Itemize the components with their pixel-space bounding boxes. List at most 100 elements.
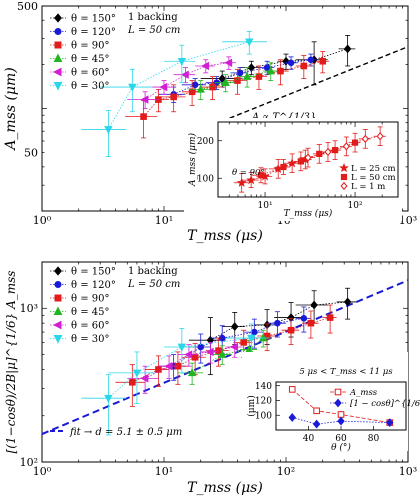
- top-data-point: [307, 56, 315, 64]
- bottom-data-point: [215, 347, 222, 354]
- top-y-axis-label: A_mss (μm): [3, 67, 19, 152]
- top-inset-data-point: [257, 172, 265, 179]
- top-data-point: [104, 126, 113, 135]
- bottom-inset-x-tick-label: 80: [368, 434, 380, 444]
- top-legend-label: θ = 45°: [71, 54, 109, 65]
- top-data-point: [196, 84, 205, 93]
- bottom-data-point: [129, 378, 136, 386]
- top-inset-series: [299, 126, 386, 168]
- bottom-inset-series-line: [292, 417, 390, 425]
- top-inset-x-tick-label: 10¹: [258, 201, 273, 211]
- top-reference-line: [221, 46, 409, 122]
- top-series: [200, 35, 356, 88]
- bottom-y-axis-label: [(1−cosθ)/2B|μ]^{1/6} A_mss: [4, 271, 18, 454]
- bottom-inset-y-label: (μm): [246, 395, 257, 416]
- bottom-panel: 10⁰ 10¹ 10² 10³ 10² 10³ θ = 150° θ = 120° θ = 90…: [4, 261, 420, 496]
- bottom-legend-marker: [53, 306, 63, 315]
- bottom-data-point: [132, 369, 142, 378]
- bottom-legend-label: θ = 120°: [71, 280, 116, 291]
- top-inset-data-point: [304, 153, 312, 162]
- bottom-data-point: [164, 362, 173, 371]
- bottom-legend-label: θ = 150°: [71, 267, 116, 278]
- top-inset-y-tick-label: 100: [197, 174, 214, 184]
- top-legend-label: θ = 60°: [71, 68, 109, 79]
- top-inset-legend-label: L = 25 cm: [351, 164, 396, 174]
- bottom-data-point: [191, 353, 199, 361]
- bottom-inset-data-point: [337, 411, 345, 418]
- bottom-inset-data-point: [386, 418, 394, 428]
- top-inset-legend-marker: [340, 181, 348, 191]
- bottom-series: [81, 323, 269, 436]
- top-series: [127, 56, 237, 109]
- bottom-inset-data-point: [337, 416, 345, 426]
- top-x-tick-label: 10⁰: [33, 214, 52, 227]
- top-inset-data-point: [297, 158, 304, 165]
- top-inset-x-tick-label: 10²: [348, 201, 363, 211]
- top-data-point: [224, 58, 233, 67]
- bottom-series-line: [108, 337, 252, 399]
- top-inset-legend-label: L = 1 m: [351, 182, 385, 192]
- top-data-point: [277, 67, 284, 75]
- top-legend-header: 1 backing: [128, 12, 178, 23]
- bottom-data-point: [187, 368, 197, 377]
- top-inset: 10¹ 10² 100 200 θ = 90° T_mss (μs) A_mss (μm) L…: [184, 118, 402, 221]
- bottom-data-point: [300, 315, 308, 322]
- bottom-legend-header: L = 50 cm: [127, 279, 180, 290]
- top-data-point: [263, 64, 271, 71]
- bottom-inset-background: [242, 352, 408, 451]
- bottom-data-point: [287, 326, 295, 334]
- bottom-legend-label: θ = 30°: [71, 334, 109, 345]
- bottom-data-point: [247, 334, 256, 343]
- top-legend-header: L = 50 cm: [127, 25, 180, 36]
- bottom-inset-data-point: [288, 386, 296, 393]
- top-data-point: [170, 93, 177, 101]
- bottom-inset: 40 60 80 100 120 140 5 μs < T_mss < 11 μs θ (°)…: [242, 352, 420, 453]
- top-data-point: [159, 82, 168, 92]
- top-legend-label: θ = 30°: [71, 81, 109, 92]
- top-legend-label: θ = 120°: [71, 27, 116, 38]
- bottom-data-point: [274, 319, 281, 327]
- top-legend-label: θ = 150°: [71, 14, 116, 25]
- top-series: [125, 51, 329, 139]
- bottom-inset-x-tick-label: 40: [303, 434, 315, 444]
- top-data-point: [245, 38, 254, 47]
- bottom-data-point: [177, 343, 187, 352]
- top-legend-marker: [54, 41, 62, 49]
- bottom-data-point: [140, 374, 149, 383]
- top-inset-series: [251, 132, 361, 184]
- bottom-data-point: [197, 343, 205, 351]
- top-data-point: [266, 66, 275, 75]
- bottom-inset-series-line: [291, 389, 390, 424]
- bottom-x-axis-label: T_mss (μs): [187, 480, 263, 496]
- top-data-point: [188, 88, 196, 96]
- top-series: [188, 62, 278, 100]
- top-inset-data-point: [287, 158, 297, 168]
- bottom-inset-legend-label: A_mss: [349, 388, 378, 398]
- bottom-fit-legend-label: fit → d = 5.1 ± 0.5 μm: [69, 427, 182, 438]
- top-x-tick-label: 10¹: [155, 214, 173, 227]
- bottom-data-point: [307, 319, 315, 327]
- top-inset-x-label: T_mss (μs): [284, 208, 333, 219]
- bottom-inset-x-tick-label: 60: [335, 434, 347, 444]
- top-series-line: [144, 62, 229, 100]
- bottom-inset-y-tick-label: 100: [255, 411, 272, 421]
- top-inset-data-point: [280, 163, 287, 171]
- top-data-point: [140, 113, 147, 120]
- top-inset-data-point: [324, 147, 332, 157]
- bottom-legend-label: θ = 60°: [71, 321, 109, 332]
- top-inset-annotation: θ = 90°: [232, 168, 265, 178]
- top-legend-marker: [54, 28, 62, 35]
- bottom-x-tick-label: 10²: [277, 465, 295, 478]
- bottom-data-point: [104, 394, 113, 403]
- top-data-point: [236, 69, 244, 77]
- bottom-x-tick-label: 10¹: [155, 465, 173, 478]
- bottom-legend-marker: [54, 294, 62, 302]
- top-reference-label: A ∝ T^{1/3}: [251, 112, 316, 123]
- top-panel: 10⁰ 10¹ 10² 10³ 50 500 A ∝ T^{1/3} θ = 150° θ = …: [3, 0, 417, 244]
- top-data-point: [221, 77, 230, 86]
- bottom-inset-title: 5 μs < T_mss < 11 μs: [299, 367, 393, 377]
- top-data-point: [191, 81, 199, 89]
- top-legend-marker: [53, 67, 62, 77]
- bottom-data-point: [155, 366, 162, 373]
